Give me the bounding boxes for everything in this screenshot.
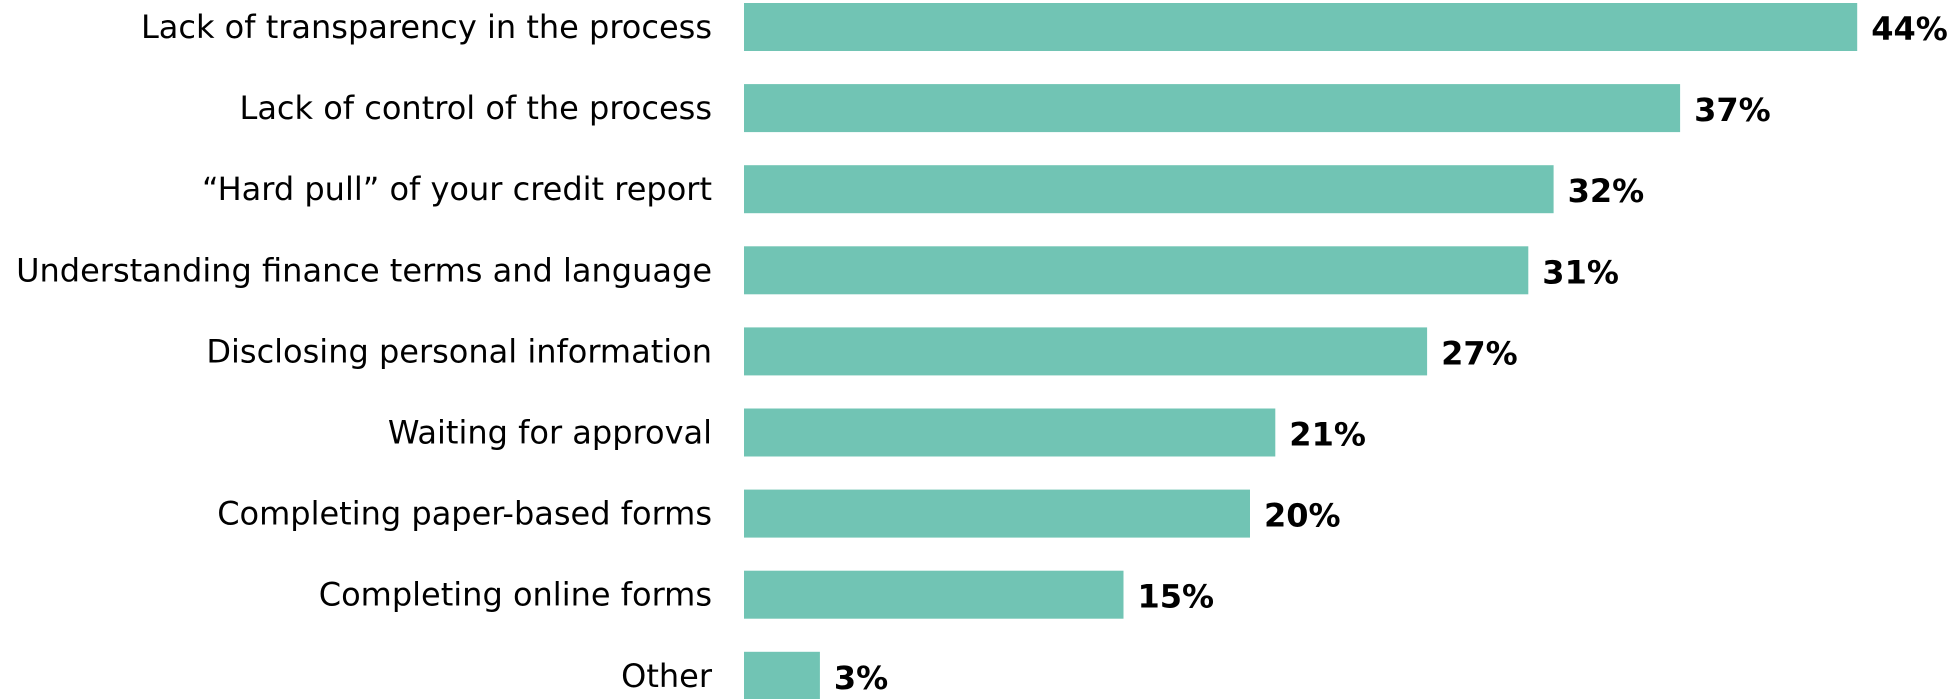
value-label: 15% (1138, 578, 1215, 616)
bar (744, 3, 1858, 51)
category-label: Waiting for approval (388, 414, 712, 452)
category-label: Other (621, 657, 713, 695)
category-label: Understanding finance terms and language (16, 251, 712, 289)
bar (744, 84, 1681, 133)
category-label: “Hard pull” of your credit report (202, 170, 712, 208)
bar (744, 408, 1276, 457)
bar (744, 489, 1250, 538)
value-label: 3% (834, 659, 888, 697)
bar (744, 246, 1529, 295)
value-label: 31% (1542, 253, 1619, 291)
value-label: 37% (1694, 91, 1771, 129)
bar (744, 327, 1428, 376)
value-label: 21% (1289, 416, 1366, 454)
value-label: 20% (1264, 497, 1341, 535)
value-label: 27% (1441, 334, 1518, 372)
bar (744, 651, 820, 699)
bar (744, 165, 1554, 214)
value-label: 44% (1871, 10, 1948, 48)
category-label: Completing online forms (319, 576, 712, 614)
category-label: Lack of control of the process (239, 89, 712, 127)
category-labels: Lack of transparency in the process Lack … (16, 8, 713, 695)
value-labels: 44% 37% 32% 31% 27% 21% 20% 15% 3% (834, 10, 1948, 697)
category-label: Lack of transparency in the process (141, 8, 712, 46)
bar (744, 570, 1124, 619)
bars (744, 3, 1858, 699)
category-label: Disclosing personal information (206, 332, 712, 370)
value-label: 32% (1568, 172, 1645, 210)
category-label: Completing paper-based forms (217, 495, 712, 533)
